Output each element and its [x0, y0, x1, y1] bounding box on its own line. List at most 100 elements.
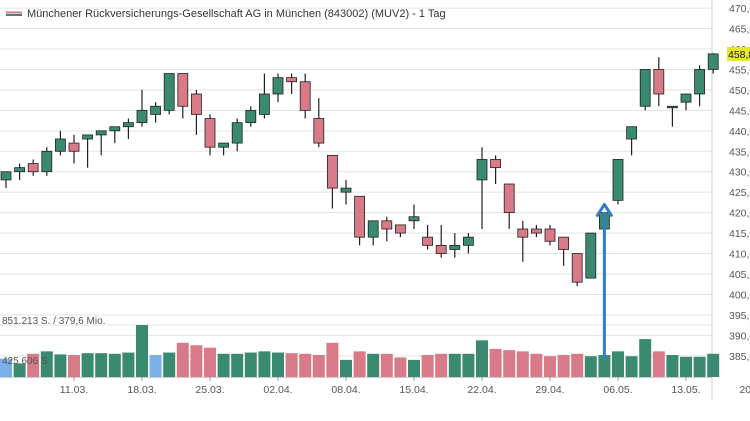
volume-bar [231, 353, 244, 377]
volume-bar [272, 352, 284, 377]
candle-body-up [82, 134, 93, 140]
y-tick-label: 445,0 [729, 105, 750, 117]
x-tick-label: 29.04. [535, 384, 564, 396]
candle [449, 233, 461, 258]
candle [653, 57, 665, 107]
volume-bar [108, 353, 121, 377]
volume-bar [68, 355, 80, 377]
candle-body-down [435, 244, 447, 254]
volume-bar [380, 353, 393, 377]
candle [667, 105, 678, 127]
x-tick-label: 13.05. [671, 384, 700, 396]
x-tick-label: 20.05. [739, 384, 750, 396]
volume-bar [326, 342, 339, 377]
candle [585, 232, 597, 279]
volume-bar [462, 353, 475, 377]
x-tick-label: 15.04. [399, 384, 428, 396]
candle-body-up [136, 109, 148, 124]
candle [435, 224, 447, 258]
candle [109, 126, 121, 144]
candle-body-down [544, 228, 556, 242]
candle-body-down [422, 236, 434, 246]
candle-body-up [95, 130, 107, 136]
volume-bar [0, 358, 12, 377]
candle-body-up [109, 126, 121, 132]
volume-bar [13, 363, 26, 377]
x-tick-label: 02.04. [263, 384, 292, 396]
chart-title-text: Münchener Rückversicherungs-Gesellschaft… [27, 8, 446, 20]
candle-body-up [449, 244, 461, 250]
candle [258, 73, 270, 119]
volume-bar [476, 340, 488, 377]
candle [462, 233, 474, 254]
volume-bar [448, 353, 461, 377]
candle [245, 106, 257, 127]
volume-bar [489, 348, 502, 377]
candle [408, 204, 420, 229]
volume-bars [0, 325, 720, 377]
x-tick-label: 18.03. [127, 384, 156, 396]
candle [340, 179, 352, 205]
y-tick-label: 440,0 [729, 126, 750, 138]
candle [150, 102, 162, 123]
volume-bar [598, 355, 611, 377]
y-tick-label: 455,0 [729, 64, 750, 76]
candle-body-down [653, 69, 665, 95]
candle-body-up [667, 105, 678, 109]
volume-bar [299, 353, 312, 377]
volume-bar [584, 356, 597, 377]
candle [476, 147, 488, 229]
candle-body-down [204, 118, 216, 148]
candle-body-up [14, 167, 26, 173]
candle [190, 89, 202, 135]
candle-body-up [163, 73, 175, 111]
candle [694, 65, 705, 107]
volume-bar [625, 356, 638, 377]
current-price-label: 458,8 [728, 49, 750, 61]
volume-bar [217, 353, 230, 377]
candle-body-down [313, 118, 325, 144]
volume-bar [27, 353, 40, 377]
x-tick-label: 06.05. [603, 384, 632, 396]
candle [286, 73, 298, 94]
volume-bar [435, 353, 448, 377]
candle [503, 183, 515, 229]
candle-body-up [245, 109, 257, 124]
candle-body-down [190, 93, 202, 115]
y-tick-label: 465,0 [729, 24, 750, 36]
volume-bar [652, 351, 665, 377]
y-tick-label: 415,0 [729, 228, 750, 240]
volume-bar [680, 356, 692, 377]
volume-bar [367, 353, 380, 377]
candle [27, 159, 39, 176]
candle-body-up [585, 232, 597, 279]
volume-bar [204, 347, 216, 377]
volume-bar [81, 353, 94, 377]
candle [381, 216, 393, 242]
x-tick-label: 11.03. [60, 384, 88, 396]
y-tick-label: 450,0 [729, 85, 750, 97]
candle [14, 163, 26, 180]
volume-bar [612, 351, 624, 377]
candle [231, 118, 243, 152]
candle [0, 171, 12, 189]
axes: 470,0465,0460,0455,0450,0445,0440,0435,0… [60, 3, 750, 396]
volume-bar [149, 355, 162, 377]
y-tick-label: 405,0 [729, 269, 750, 281]
candle [354, 195, 366, 246]
candle-body-up [626, 126, 637, 140]
volume-bar [530, 353, 543, 377]
volume-max-label: 851.213 S. / 379,6 Mio. [2, 316, 105, 327]
candle-body-up [150, 105, 162, 115]
candle-body-up [612, 159, 624, 201]
candle [177, 73, 189, 119]
candle [571, 253, 583, 287]
candle-body-up [0, 171, 12, 181]
candle [544, 224, 556, 246]
volume-bar [95, 353, 108, 377]
candle-body-down [299, 81, 311, 111]
volume-bar [176, 342, 189, 377]
candle [394, 224, 406, 238]
candle-body-down [503, 183, 515, 214]
candle-body-up [218, 142, 230, 148]
